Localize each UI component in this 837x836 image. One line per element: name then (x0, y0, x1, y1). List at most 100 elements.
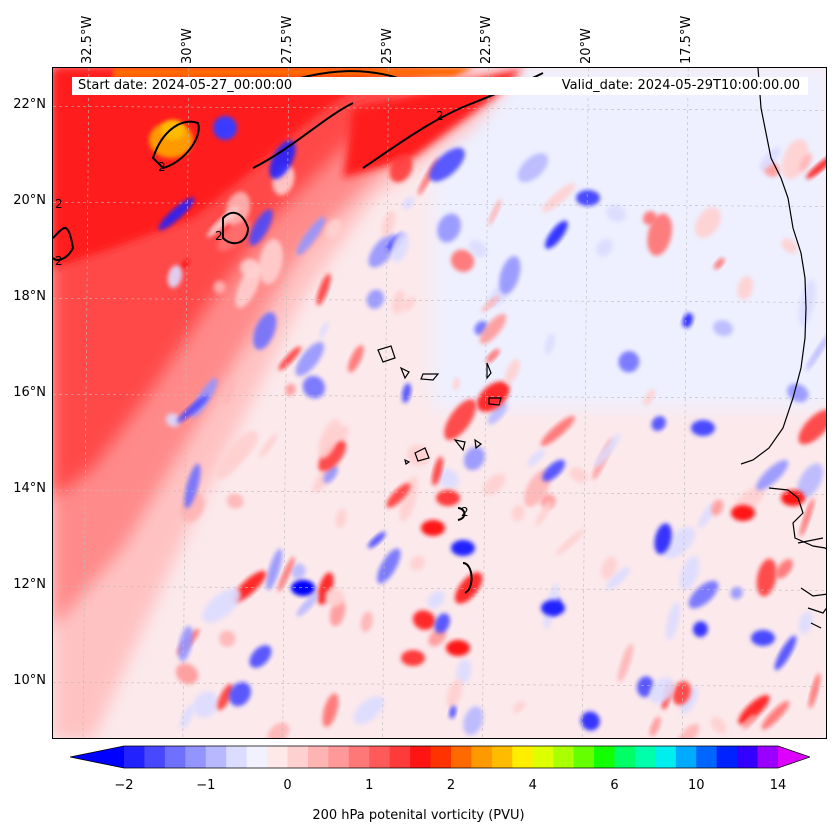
negative-pv-anomaly (688, 580, 719, 609)
meridian-line (282, 68, 289, 738)
negative-pv-anomaly (798, 611, 813, 634)
negative-pv-anomaly (184, 463, 201, 509)
positive-pv-anomaly (285, 383, 296, 396)
positive-pv-anomaly (325, 219, 343, 239)
positive-pv-anomaly (714, 257, 725, 270)
negative-pv-anomaly (291, 563, 306, 580)
negative-pv-anomaly (759, 146, 781, 171)
colorbar-swatch (634, 746, 656, 768)
negative-pv-anomaly (680, 687, 698, 714)
positive-pv-anomaly (643, 211, 657, 226)
positive-pv-anomaly (324, 587, 345, 607)
colorbar-swatch (491, 746, 513, 768)
positive-pv-anomaly (647, 213, 673, 256)
pv-field-map: 2 2 2 2 2 2 (53, 68, 826, 738)
map-plot-area: 2 2 2 2 2 2 (52, 67, 827, 739)
positive-pv-anomaly (259, 433, 278, 458)
negative-pv-anomaly (545, 220, 568, 249)
negative-pv-anomaly (249, 645, 272, 668)
positive-pv-anomaly (798, 153, 813, 172)
negative-pv-anomaly (436, 468, 459, 489)
positive-pv-anomaly (226, 493, 244, 509)
latitude-tick-label: 20°N (13, 193, 46, 209)
positive-pv-anomaly (486, 348, 500, 363)
negative-pv-anomaly (651, 416, 666, 431)
negative-pv-anomaly (434, 613, 450, 634)
latitude-tick-label: 10°N (13, 673, 46, 689)
positive-pv-anomaly (235, 264, 262, 309)
negative-pv-anomaly (596, 238, 613, 257)
colorbar-tick-label: 4 (528, 778, 537, 793)
colorbar-swatch (716, 746, 738, 768)
positive-pv-anomaly (386, 483, 411, 508)
negative-pv-anomaly (774, 635, 797, 671)
negative-pv-anomaly (618, 351, 640, 373)
negative-pv-anomaly (158, 197, 195, 231)
positive-pv-anomaly (540, 415, 575, 447)
longitude-tick-label: 25°W (379, 28, 395, 64)
contour-label: 2 (436, 109, 444, 123)
negative-pv-anomaly (390, 232, 409, 262)
positive-pv-anomaly (504, 359, 520, 385)
negative-pv-anomaly (682, 312, 693, 328)
negative-pv-anomaly (176, 395, 209, 423)
meridian-line (82, 68, 90, 738)
negative-pv-anomaly (427, 591, 445, 609)
negative-pv-anomaly (249, 209, 273, 246)
negative-pv-anomaly (302, 375, 326, 399)
colorbar-swatch (594, 746, 616, 768)
contour-label: 2 (461, 505, 469, 519)
negative-pv-anomaly (402, 196, 415, 210)
positive-pv-anomaly (317, 572, 334, 605)
colorbar-swatch (328, 746, 350, 768)
negative-pv-anomaly (167, 265, 183, 288)
colorbar-tick-label: −2 (114, 778, 134, 793)
meridian-line (382, 68, 389, 738)
negative-pv-anomaly (798, 279, 816, 327)
negative-pv-anomaly (180, 704, 194, 729)
positive-pv-anomaly (412, 610, 436, 630)
pv-core (401, 650, 425, 666)
positive-pv-anomaly (224, 380, 236, 406)
negative-pv-anomaly (517, 153, 549, 183)
colorbar-swatch (124, 746, 146, 768)
positive-pv-anomaly (738, 694, 770, 725)
positive-pv-anomaly (488, 199, 502, 226)
latitude-tick-label: 16°N (13, 385, 46, 401)
colorbar-tick-label: 1 (365, 778, 374, 793)
longitude-tick-label: 17.5°W (679, 15, 695, 64)
negative-pv-anomaly (693, 621, 708, 638)
positive-pv-anomaly (318, 418, 341, 459)
longitude-tick-label: 30°W (179, 28, 195, 64)
positive-pv-anomaly (479, 313, 507, 344)
colorbar-swatch (267, 746, 289, 768)
positive-pv-anomaly (432, 456, 443, 486)
negative-pv-anomaly (487, 402, 508, 425)
positive-pv-anomaly (737, 276, 754, 300)
colorbar-swatch (696, 746, 718, 768)
negative-pv-anomaly (663, 526, 696, 559)
pv-core (751, 630, 775, 646)
positive-pv-anomaly (511, 504, 525, 522)
positive-pv-anomaly (452, 377, 460, 391)
negative-pv-anomaly (429, 147, 465, 182)
longitude-tick-label: 22.5°W (479, 15, 495, 64)
colorbar-swatch (573, 746, 595, 768)
colorbar-over-arrow (778, 746, 810, 768)
latitude-tick-label: 14°N (13, 481, 46, 497)
colorbar-tick-label: 10 (688, 778, 705, 793)
contour-label: 2 (158, 160, 166, 174)
contour-label: 2 (215, 229, 223, 243)
graticule (53, 68, 826, 738)
positive-pv-anomaly (742, 714, 756, 730)
positive-pv-anomaly (798, 409, 826, 445)
colorbar-under-arrow (70, 746, 124, 768)
colorbar-tick-label: 14 (769, 778, 787, 793)
colorbar-label: 200 hPa potenital vorticity (PVU) (312, 808, 525, 823)
pv-core (436, 490, 460, 506)
negative-pv-anomaly (266, 548, 283, 591)
colorbar-swatch (144, 746, 166, 768)
positive-pv-anomaly (381, 210, 396, 237)
start-date-label: Start date: 2024-05-27_00:00:00 (78, 78, 293, 93)
negative-pv-anomaly (269, 140, 296, 180)
